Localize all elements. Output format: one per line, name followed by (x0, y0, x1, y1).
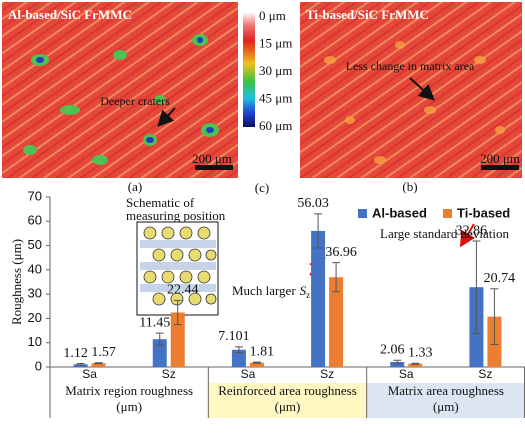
value-label: 36.96 (325, 245, 357, 260)
y-tick-label: 70 (28, 188, 42, 203)
group-label: (μm) (275, 399, 301, 414)
value-label: 1.81 (250, 344, 275, 359)
panel-title: Al-based/SiC FrMMC (8, 7, 132, 22)
scale-bar-label: 200 μm (192, 151, 232, 166)
value-label: 22.44 (167, 283, 199, 298)
color-scale-label: 60 μm (259, 118, 292, 133)
y-tick-label: 0 (35, 358, 42, 373)
group-label: (μm) (116, 399, 142, 414)
y-tick-label: 50 (28, 237, 42, 252)
panel-label: (c) (255, 180, 269, 195)
group-label: (μm) (433, 399, 459, 414)
annotation-subscript: z (306, 290, 310, 300)
color-scale-label: 15 μm (259, 35, 292, 50)
annotation-text: Much larger (232, 283, 296, 298)
value-label: 7.101 (218, 329, 250, 344)
page: {"panels":[ {"label":"(a)","title":"Al-b… (0, 0, 525, 433)
group-label: Reinforced area roughness (218, 383, 357, 398)
group-label: Matrix region roughness (65, 383, 193, 398)
value-label: 1.33 (408, 346, 433, 361)
color-scale-label: 0 μm (259, 8, 286, 23)
annotation: Large standard deviation (380, 226, 509, 241)
annotation: Less change in matrix area (346, 59, 475, 73)
value-label: 56.03 (297, 196, 329, 211)
annotation: measuring position (126, 208, 226, 223)
legend-label: Ti-based (457, 205, 510, 220)
x-tick-label: Sz (162, 367, 176, 381)
annotation: Deeper craters (100, 94, 170, 108)
panel-label: (b) (402, 179, 417, 194)
value-label: 2.06 (380, 343, 405, 358)
legend-label: Al-based (372, 205, 427, 220)
x-tick-label: Sa (82, 367, 97, 381)
legend-swatch (358, 209, 367, 218)
y-tick-label: 60 (28, 213, 42, 228)
color-scale-label: 45 μm (259, 90, 292, 105)
x-tick-label: Sz (320, 367, 334, 381)
panel-label: (a) (128, 179, 142, 194)
x-tick-label: Sa (241, 367, 256, 381)
value-label: 20.74 (484, 271, 516, 286)
value-label: 1.57 (91, 345, 116, 360)
x-tick-label: Sa (399, 367, 414, 381)
error-bar (411, 363, 419, 364)
color-bar (243, 12, 255, 127)
group-label: Matrix area roughness (388, 383, 504, 398)
color-scale-label: 30 μm (259, 63, 292, 78)
y-tick-label: 10 (28, 334, 42, 349)
x-tick-label: Sz (478, 367, 492, 381)
y-tick-label: 40 (28, 261, 42, 276)
y-tick-label: 30 (28, 286, 42, 301)
bar (311, 231, 325, 367)
error-bar (253, 362, 261, 363)
value-label: 11.45 (139, 315, 170, 330)
value-label: 1.12 (63, 346, 88, 361)
scale-bar-label: 200 μm (480, 151, 520, 166)
legend-swatch (443, 209, 452, 218)
error-bar (95, 363, 103, 364)
figure: Al-based/SiC FrMMC Ti-based/SiC FrMMC De… (0, 0, 525, 433)
panel-title: Ti-based/SiC FrMMC (306, 7, 429, 22)
y-tick-label: 20 (28, 310, 42, 325)
y-axis-title: Roughness (μm) (9, 239, 24, 325)
